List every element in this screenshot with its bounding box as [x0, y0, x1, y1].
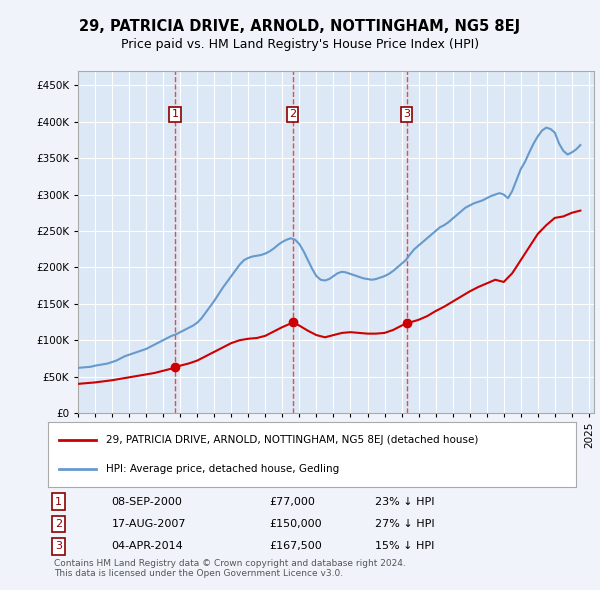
- Text: £167,500: £167,500: [270, 542, 323, 552]
- Text: 2: 2: [55, 519, 62, 529]
- Text: 04-APR-2014: 04-APR-2014: [112, 542, 183, 552]
- Text: 15% ↓ HPI: 15% ↓ HPI: [376, 542, 435, 552]
- Text: 29, PATRICIA DRIVE, ARNOLD, NOTTINGHAM, NG5 8EJ (detached house): 29, PATRICIA DRIVE, ARNOLD, NOTTINGHAM, …: [106, 435, 478, 445]
- Text: Contains HM Land Registry data © Crown copyright and database right 2024.
This d: Contains HM Land Registry data © Crown c…: [54, 559, 406, 578]
- Text: £77,000: £77,000: [270, 497, 316, 507]
- Text: 29, PATRICIA DRIVE, ARNOLD, NOTTINGHAM, NG5 8EJ: 29, PATRICIA DRIVE, ARNOLD, NOTTINGHAM, …: [79, 19, 521, 34]
- Text: 17-AUG-2007: 17-AUG-2007: [112, 519, 186, 529]
- Text: Price paid vs. HM Land Registry's House Price Index (HPI): Price paid vs. HM Land Registry's House …: [121, 38, 479, 51]
- Text: 27% ↓ HPI: 27% ↓ HPI: [376, 519, 435, 529]
- Text: HPI: Average price, detached house, Gedling: HPI: Average price, detached house, Gedl…: [106, 464, 340, 474]
- Text: 1: 1: [55, 497, 62, 507]
- Text: 2: 2: [289, 110, 296, 120]
- Text: 23% ↓ HPI: 23% ↓ HPI: [376, 497, 435, 507]
- Text: 3: 3: [55, 542, 62, 552]
- Text: 1: 1: [172, 110, 179, 120]
- Text: £150,000: £150,000: [270, 519, 322, 529]
- Text: 3: 3: [403, 110, 410, 120]
- Text: 08-SEP-2000: 08-SEP-2000: [112, 497, 182, 507]
